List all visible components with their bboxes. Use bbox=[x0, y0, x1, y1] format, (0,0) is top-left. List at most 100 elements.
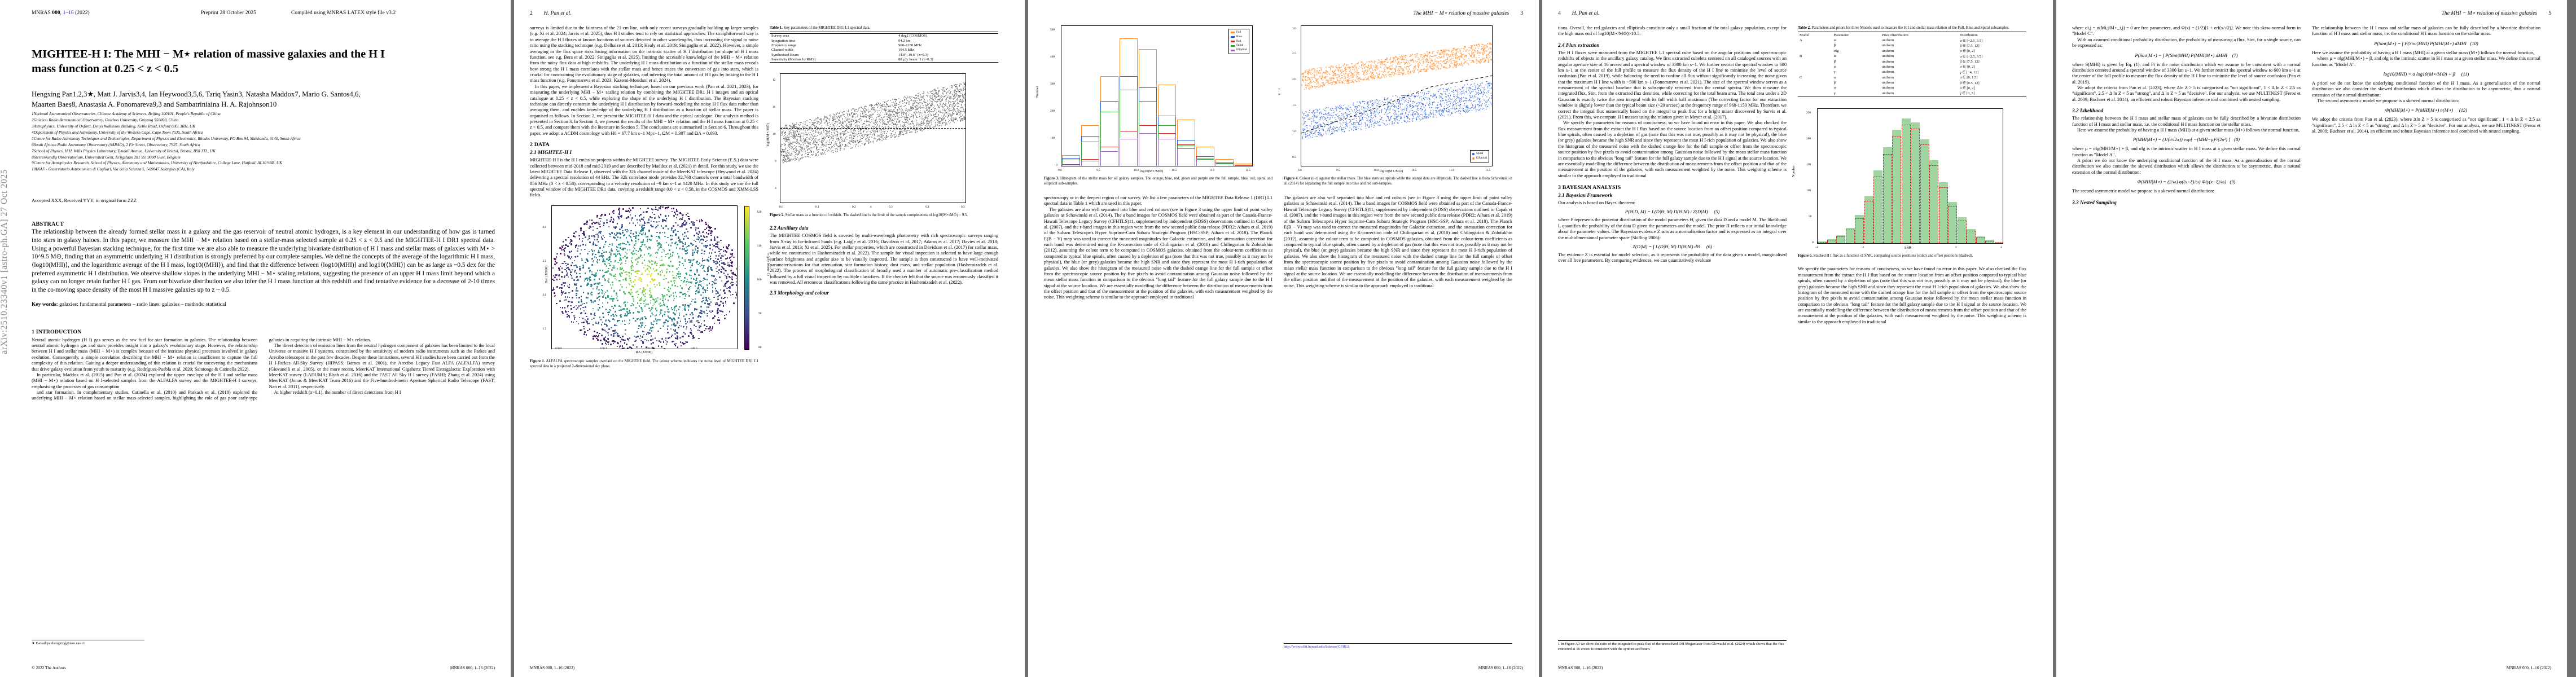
data-point bbox=[798, 159, 800, 160]
data-point bbox=[863, 123, 864, 124]
data-point bbox=[879, 126, 880, 128]
data-point bbox=[672, 284, 673, 286]
data-point bbox=[705, 328, 707, 329]
data-point bbox=[721, 260, 722, 262]
data-point bbox=[637, 261, 639, 263]
data-point bbox=[712, 326, 714, 328]
data-point bbox=[647, 239, 649, 240]
data-point bbox=[724, 292, 726, 294]
data-point bbox=[825, 154, 826, 155]
data-point bbox=[883, 112, 884, 113]
data-point bbox=[643, 219, 644, 221]
data-point bbox=[954, 94, 955, 95]
data-point bbox=[571, 312, 573, 314]
data-point bbox=[881, 140, 883, 141]
email-footnote[interactable]: ★ E-mail:panhengxing@nao.cas.cn bbox=[32, 640, 144, 647]
data-point bbox=[795, 156, 796, 157]
data-point bbox=[703, 292, 704, 293]
data-point bbox=[787, 159, 788, 160]
data-point bbox=[576, 309, 577, 310]
data-point bbox=[965, 95, 966, 96]
data-point bbox=[677, 332, 679, 334]
data-point bbox=[701, 313, 703, 314]
data-point bbox=[801, 122, 802, 123]
data-point bbox=[814, 144, 815, 145]
data-point bbox=[792, 143, 793, 144]
data-point bbox=[606, 272, 608, 274]
data-point bbox=[650, 300, 652, 302]
data-point bbox=[638, 318, 639, 320]
data-point bbox=[645, 232, 647, 234]
data-point bbox=[594, 275, 596, 277]
data-point bbox=[633, 222, 634, 224]
data-point bbox=[670, 256, 672, 257]
data-point bbox=[832, 146, 833, 147]
data-point bbox=[561, 267, 563, 269]
data-point bbox=[792, 154, 793, 155]
data-point bbox=[783, 149, 784, 150]
data-point bbox=[556, 253, 558, 255]
data-point bbox=[653, 279, 655, 281]
data-point bbox=[694, 235, 695, 236]
data-point bbox=[665, 254, 667, 256]
data-point bbox=[932, 90, 933, 91]
data-point bbox=[671, 336, 673, 337]
data-point bbox=[609, 244, 611, 245]
data-point bbox=[648, 230, 650, 232]
data-point bbox=[603, 316, 604, 318]
data-point bbox=[884, 104, 885, 105]
data-point bbox=[932, 104, 933, 105]
data-point bbox=[888, 136, 889, 137]
data-point bbox=[883, 102, 884, 103]
data-point bbox=[665, 278, 667, 280]
data-point bbox=[874, 135, 875, 136]
data-point bbox=[583, 310, 585, 312]
abstract-heading: ABSTRACT bbox=[32, 221, 495, 227]
data-point bbox=[933, 111, 934, 112]
data-point bbox=[612, 284, 614, 286]
data-point bbox=[845, 133, 846, 134]
data-point bbox=[853, 114, 854, 115]
data-point bbox=[942, 117, 943, 118]
data-point bbox=[668, 215, 670, 217]
data-point bbox=[710, 239, 712, 241]
journal-pages[interactable]: 1–16 bbox=[63, 10, 74, 16]
data-point bbox=[650, 267, 652, 269]
data-point bbox=[564, 254, 565, 256]
data-point bbox=[731, 272, 733, 274]
data-point bbox=[916, 120, 918, 121]
data-point bbox=[965, 106, 966, 107]
data-point bbox=[683, 281, 684, 283]
data-point bbox=[907, 96, 908, 98]
data-point bbox=[619, 212, 621, 213]
data-point bbox=[724, 284, 726, 286]
data-point bbox=[842, 141, 844, 142]
data-point bbox=[704, 302, 706, 304]
data-point bbox=[673, 232, 674, 234]
data-point bbox=[635, 320, 637, 322]
data-point bbox=[675, 222, 677, 224]
data-point bbox=[719, 322, 721, 324]
data-point bbox=[602, 292, 603, 294]
data-point bbox=[573, 307, 574, 309]
data-point bbox=[795, 136, 796, 137]
data-point bbox=[642, 262, 643, 264]
data-point bbox=[730, 277, 731, 279]
data-point bbox=[797, 130, 798, 131]
data-point bbox=[583, 292, 585, 293]
data-point bbox=[916, 129, 918, 130]
data-point bbox=[785, 152, 786, 153]
figure-1: 150.8 150.4 150.0 149.6 1.5 2.0 2.5 3.0 … bbox=[530, 205, 758, 369]
data-point bbox=[830, 115, 831, 116]
data-point bbox=[674, 277, 675, 279]
data-point bbox=[881, 111, 882, 112]
colorbar-tick: 80 bbox=[758, 346, 761, 349]
data-point bbox=[602, 239, 603, 240]
data-point bbox=[964, 83, 965, 85]
data-point bbox=[956, 86, 957, 87]
data-point bbox=[895, 107, 896, 108]
data-point bbox=[810, 157, 811, 159]
data-point bbox=[642, 257, 643, 258]
data-point bbox=[709, 299, 711, 301]
data-point bbox=[704, 253, 705, 255]
